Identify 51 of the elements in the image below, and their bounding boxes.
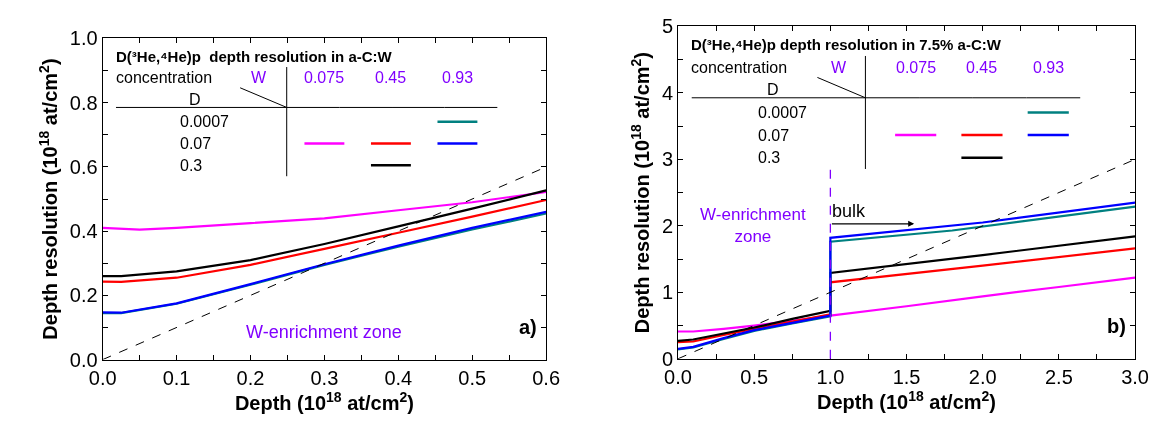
- y-tick-label: 5: [661, 15, 674, 38]
- annotation: b): [1107, 315, 1126, 337]
- x-tick-label: 0.6: [532, 366, 561, 389]
- y-tick-label: 0.4: [69, 220, 98, 243]
- annotation: bulk: [832, 201, 867, 221]
- annotation: 0.93: [1033, 59, 1065, 76]
- annotation: W: [251, 69, 267, 86]
- y-tick-label: 2: [661, 214, 674, 237]
- annotation: W: [831, 59, 847, 76]
- x-tick-label: 1.0: [816, 365, 845, 388]
- annotation: 0.07: [180, 135, 212, 152]
- y-tick-label: 3: [661, 148, 674, 171]
- annotation: 0.07: [758, 127, 790, 144]
- annotation: concentration: [116, 69, 213, 86]
- annotation: 0.45: [375, 69, 407, 86]
- annotation: 0.45: [966, 59, 998, 76]
- y-tick-label: 1: [661, 281, 674, 304]
- annotation: D: [189, 91, 201, 108]
- annotation: 0.3: [758, 149, 781, 166]
- x-tick-label: 0.2: [236, 366, 265, 389]
- x-tick-label: 0.3: [310, 366, 339, 389]
- x-axis-title: Depth (10$^{18}$ at/cm$^{2}$): [234, 388, 414, 415]
- text: D(³He,⁴He)p depth resolution in 7.5% a-C:W: [691, 36, 1002, 53]
- y-tick-label: 0.2: [69, 284, 98, 307]
- x-tick-label: 0.5: [458, 366, 487, 389]
- annotation: 0.93: [442, 69, 474, 86]
- annotation: W-enrichment zone: [246, 322, 402, 342]
- x-tick-label: 1.5: [892, 365, 921, 388]
- annotation: a): [519, 316, 537, 338]
- x-tick-label: 0.4: [384, 366, 413, 389]
- y-tick-label: 0.6: [69, 155, 98, 178]
- annotation: 0.3: [180, 157, 203, 174]
- x-tick-label: 0.1: [162, 366, 191, 389]
- y-tick-label: 1.0: [69, 27, 98, 50]
- x-tick-label: 3.0: [1121, 365, 1149, 388]
- annotation: D: [767, 81, 779, 98]
- annotation: W-enrichment zone: [700, 205, 806, 247]
- annotation: 0.0007: [180, 113, 230, 130]
- annotation: 0.075: [304, 69, 345, 86]
- x-axis-title: Depth (10$^{18}$ at/cm$^{2}$): [817, 387, 997, 414]
- x-tick-label: 2.5: [1045, 365, 1073, 388]
- y-tick-label: 4: [661, 81, 674, 104]
- annotation: concentration: [691, 59, 788, 76]
- text: D(³He,⁴He)p depth resolution in a-C:W: [116, 48, 393, 65]
- annotation: 0.075: [896, 59, 937, 76]
- y-tick-label: 0: [661, 347, 674, 370]
- x-tick-label: 0.5: [740, 365, 769, 388]
- annotation: 0.0007: [758, 104, 808, 121]
- line-series: [102, 190, 547, 231]
- y-tick-label: 0.8: [69, 91, 98, 114]
- x-tick-label: 2.0: [968, 365, 997, 388]
